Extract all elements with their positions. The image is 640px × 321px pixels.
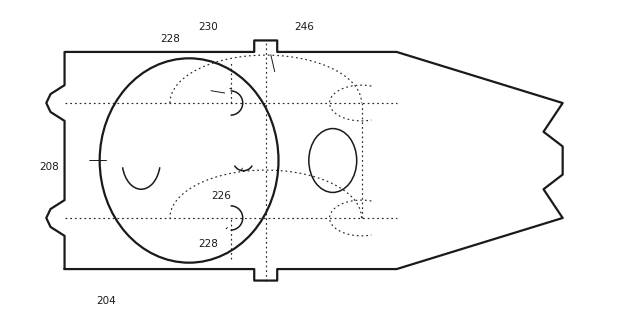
Text: 230: 230 bbox=[198, 22, 218, 31]
Text: 208: 208 bbox=[39, 162, 59, 172]
Text: 246: 246 bbox=[294, 22, 314, 31]
Text: 228: 228 bbox=[198, 239, 218, 249]
Text: 228: 228 bbox=[161, 34, 180, 44]
Text: 226: 226 bbox=[211, 191, 231, 201]
Text: 204: 204 bbox=[97, 296, 116, 306]
